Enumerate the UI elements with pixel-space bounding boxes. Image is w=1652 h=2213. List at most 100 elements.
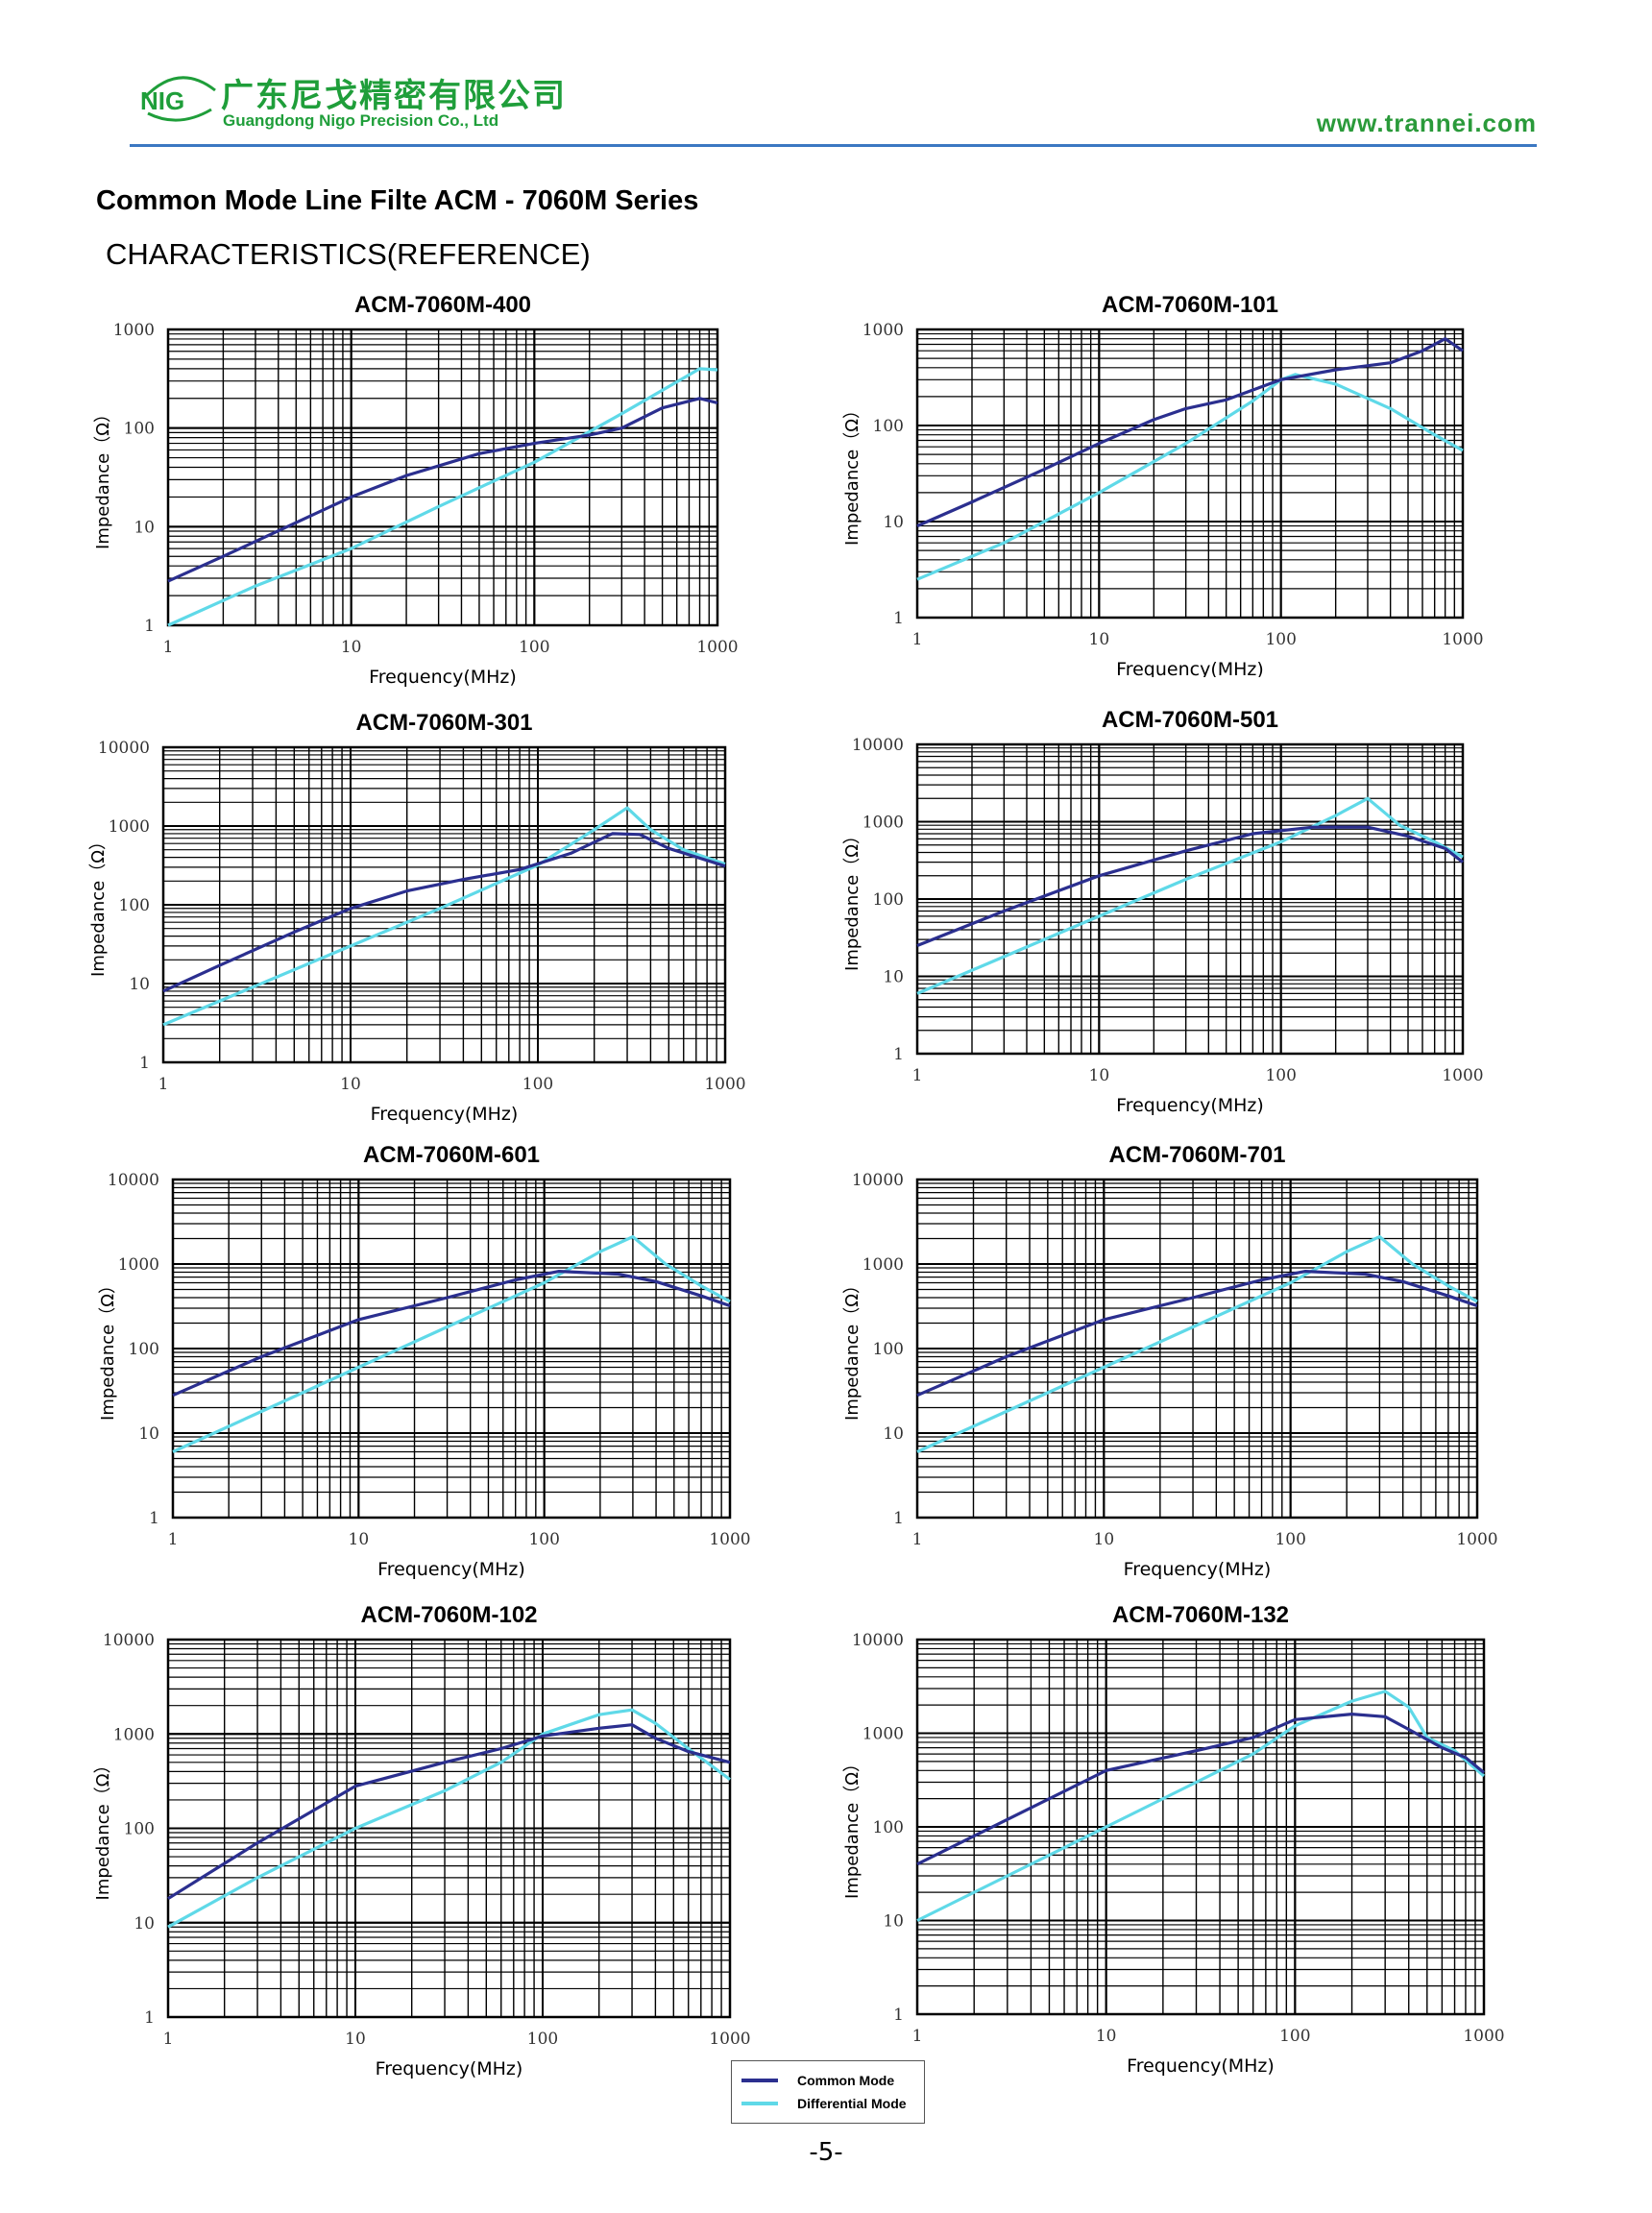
legend-label-differential: Differential Mode [797, 2096, 907, 2111]
y-tick-label: 1 [144, 2008, 155, 2028]
chart-title: ACM-7060M-132 [1112, 1602, 1289, 1628]
x-tick-label: 1 [163, 2030, 174, 2049]
plot-frame [161, 745, 727, 1064]
y-tick-label: 10000 [852, 736, 904, 755]
y-tick-label: 10 [883, 1912, 904, 1932]
plot-frame [915, 742, 1465, 1056]
x-tick-label: 10 [340, 1075, 361, 1094]
differential-mode-series [162, 806, 726, 1027]
y-tick-label: 1000 [113, 1725, 155, 1744]
y-axis-label: Impedance（Ω） [88, 833, 109, 977]
plot-frame [166, 328, 719, 627]
y-axis-label: Impedance（Ω） [98, 1277, 118, 1421]
legend-item-differential: Differential Mode [741, 2094, 907, 2113]
y-tick-label: 1000 [113, 321, 155, 340]
impedance-chart: ACM-7060M-132 1 10 100 1000 10000 1 10 100 1000 Fr… [842, 1602, 1505, 2077]
y-tick-label: 100 [873, 1818, 904, 1837]
x-axis-label: Frequency(MHz) [371, 1104, 519, 1125]
y-tick-label: 100 [873, 417, 904, 436]
x-tick-label: 1 [912, 2027, 923, 2046]
chart-grid [167, 1639, 731, 2018]
chart-panel: ACM-7060M-301 1 10 100 1000 10000 1 10 100 1000 Fr… [67, 701, 759, 1138]
y-tick-label: 10000 [98, 739, 150, 758]
chart-grid [916, 1179, 1478, 1519]
chart-grid [916, 1639, 1485, 2015]
chart-title: ACM-7060M-601 [363, 1142, 540, 1168]
common-mode-series [916, 337, 1464, 528]
chart-panel: ACM-7060M-601 1 10 100 1000 10000 1 10 100 1000 Fr… [67, 1136, 768, 1597]
plot-frame [915, 1178, 1479, 1520]
x-tick-label: 1 [163, 638, 174, 657]
x-tick-label: 1 [912, 1530, 923, 1549]
differential-mode-series [916, 796, 1464, 995]
y-axis-label: Impedance（Ω） [93, 1757, 113, 1901]
website-link[interactable]: www.trannei.com [1316, 109, 1537, 137]
x-axis-label: Frequency(MHz) [1116, 659, 1264, 677]
chart-grid [916, 743, 1464, 1055]
x-tick-label: 1000 [1442, 630, 1483, 649]
x-tick-label: 1 [912, 630, 923, 649]
x-axis-label: Frequency(MHz) [1127, 2055, 1275, 2077]
impedance-chart: ACM-7060M-501 1 10 100 1000 10000 1 10 100 1000 Fr… [842, 707, 1484, 1116]
y-tick-label: 1 [144, 617, 155, 636]
chart-grid [167, 328, 718, 626]
chart-panel: ACM-7060M-102 1 10 100 1000 10000 1 10 100 1000 Fr… [67, 1599, 768, 2099]
y-tick-label: 10000 [852, 1631, 904, 1650]
common-mode-series [916, 825, 1464, 947]
y-axis-label: Impedance（Ω） [842, 401, 862, 546]
y-tick-label: 100 [129, 1340, 159, 1359]
y-tick-label: 100 [124, 1820, 155, 1839]
y-tick-label: 10000 [103, 1631, 155, 1650]
chart-panel: ACM-7060M-701 1 10 100 1000 10000 1 10 100 1000 Fr… [816, 1136, 1508, 1597]
y-tick-label: 10 [134, 518, 155, 537]
x-tick-label: 1000 [1463, 2027, 1504, 2046]
plot-frame [915, 328, 1465, 620]
chart-title: ACM-7060M-102 [360, 1602, 537, 1628]
chart-grid [172, 1179, 731, 1519]
differential-mode-series [916, 373, 1464, 581]
chart-title: ACM-7060M-400 [354, 292, 531, 318]
impedance-chart: ACM-7060M-101 1 10 100 1000 1 10 100 1000 Frequen… [842, 292, 1484, 680]
x-tick-label: 1 [168, 1530, 179, 1549]
impedance-chart: ACM-7060M-701 1 10 100 1000 10000 1 10 100 1000 Fr… [842, 1142, 1498, 1580]
common-mode-series [916, 1713, 1486, 1866]
y-axis-label: Impedance（Ω） [93, 405, 113, 549]
x-tick-label: 100 [522, 1075, 553, 1094]
x-tick-label: 10 [341, 638, 362, 657]
chart-grid [162, 746, 726, 1063]
common-mode-swatch [741, 2079, 778, 2082]
y-tick-label: 10000 [108, 1171, 159, 1190]
chart-title: ACM-7060M-301 [355, 710, 532, 736]
x-tick-label: 100 [527, 2030, 558, 2049]
x-axis-label: Frequency(MHz) [1116, 1095, 1264, 1116]
common-mode-series [167, 397, 718, 583]
plot-frame [171, 1178, 732, 1520]
common-mode-series [916, 1270, 1478, 1398]
y-tick-label: 10 [883, 1424, 904, 1444]
y-axis-label: Impedance（Ω） [842, 827, 862, 971]
impedance-chart: ACM-7060M-400 1 10 100 1000 1 10 100 1000 Frequen… [93, 292, 739, 688]
x-axis-label: Frequency(MHz) [369, 667, 517, 687]
y-axis-label: Impedance（Ω） [842, 1277, 862, 1421]
x-tick-label: 10 [1094, 1530, 1115, 1549]
differential-mode-series [916, 1690, 1486, 1922]
x-axis-label: Frequency(MHz) [376, 2058, 523, 2079]
x-tick-label: 1 [912, 1066, 923, 1085]
chart-panel: ACM-7060M-400 1 10 100 1000 1 10 100 1000 Frequen… [67, 283, 759, 692]
x-axis-label: Frequency(MHz) [377, 1559, 525, 1580]
legend-item-common: Common Mode [741, 2071, 894, 2090]
y-tick-label: 1000 [109, 817, 150, 837]
impedance-chart: ACM-7060M-601 1 10 100 1000 10000 1 10 100 1000 Fr… [98, 1142, 751, 1580]
y-tick-label: 100 [873, 1340, 904, 1359]
page-number: -5- [809, 2138, 843, 2167]
y-tick-label: 10 [129, 975, 150, 994]
company-name-en: Guangdong Nigo Precision Co., Ltd [223, 111, 499, 130]
impedance-chart: ACM-7060M-301 1 10 100 1000 10000 1 10 100 1000 Fr… [88, 710, 746, 1125]
y-tick-label: 1000 [862, 1725, 904, 1744]
common-mode-series [162, 832, 726, 993]
company-logo: NIG [140, 76, 216, 122]
chart-panel: ACM-7060M-501 1 10 100 1000 10000 1 10 100 1000 Fr… [816, 701, 1508, 1138]
chart-title: ACM-7060M-101 [1102, 292, 1278, 318]
x-tick-label: 10 [345, 2030, 366, 2049]
y-tick-label: 1000 [862, 1255, 904, 1275]
